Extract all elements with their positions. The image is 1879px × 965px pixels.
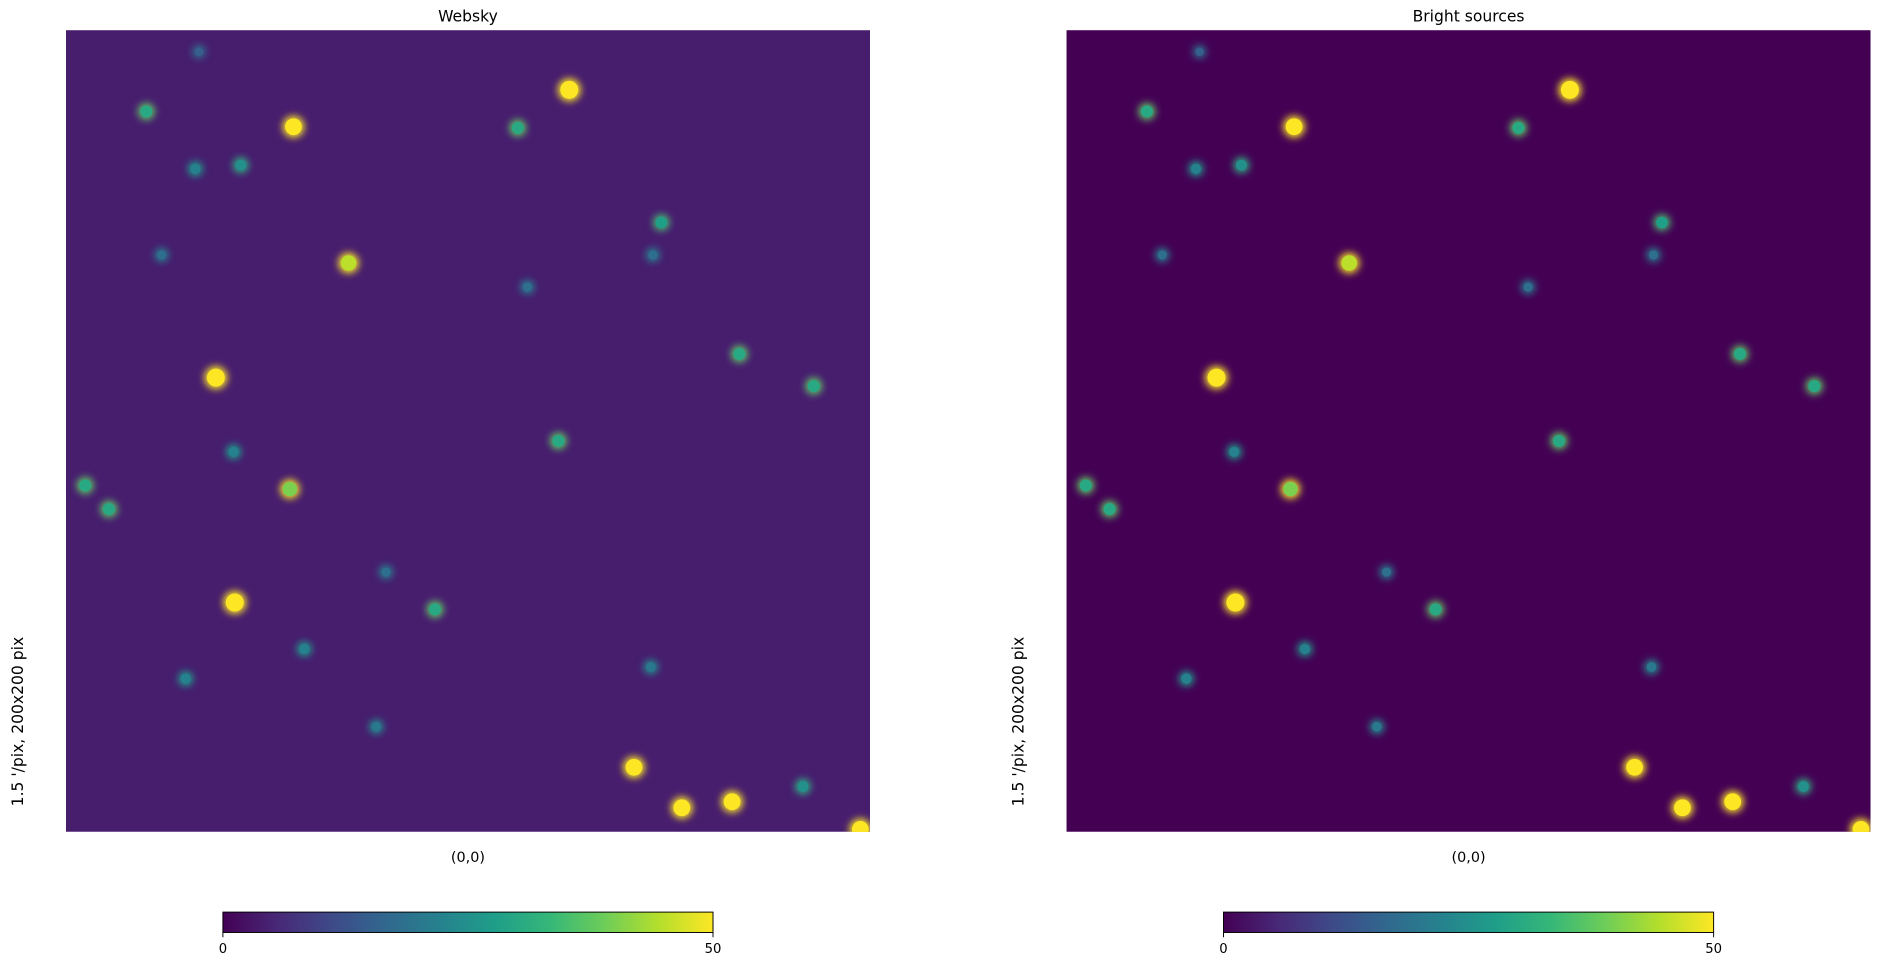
source-core [1226,593,1245,612]
source-core [1195,47,1204,56]
source-core [1103,503,1116,516]
source-core [285,118,302,136]
source-core [723,793,741,811]
source-core [1560,80,1579,99]
source-core [282,481,298,497]
source-core [1648,250,1659,260]
source-core [228,446,239,457]
source-core [522,282,533,292]
source-core [299,643,310,655]
source-core [797,781,809,792]
source-core [1808,380,1821,393]
source-core [428,603,441,616]
x-label: (0,0) [451,850,485,866]
source-core [1626,758,1644,776]
source-core [1372,722,1382,732]
source-core [1341,255,1357,271]
source-core [511,121,524,134]
colorbar [222,911,714,933]
source-core [102,503,115,516]
source-core [340,255,357,271]
source-core [1236,159,1247,171]
source-core [1079,479,1092,492]
source-core [1157,250,1167,260]
source-core [140,105,153,118]
source-core [371,722,382,732]
source-core [1429,603,1442,616]
source-core [655,216,668,229]
colorbar-tick-label: 50 [1705,942,1722,957]
source-core [625,758,643,776]
source-core [552,435,565,447]
source-core [1523,282,1533,292]
source-core [1229,446,1240,457]
source-core [225,593,244,612]
map-background [1066,30,1871,832]
source-core [648,250,658,260]
colorbar-tick-label: 50 [705,942,722,957]
source-core [1381,567,1392,577]
source-core [1140,105,1153,118]
colorbar [1223,911,1715,933]
source-core [1190,163,1202,174]
source-core [646,662,656,672]
source-core [194,47,204,56]
map-background [65,30,870,832]
source-core [807,380,820,393]
source-core [1285,118,1303,136]
source-core [190,163,201,174]
source-core [180,673,191,684]
map [65,30,870,832]
panel-title: Bright sources [1413,8,1525,26]
colorbar-tick-label: 0 [1219,942,1227,957]
source-core [79,479,92,492]
source-core [1724,793,1742,811]
source-core [381,567,391,577]
panel-title: Websky [438,8,498,26]
colorbar-tick-label: 0 [219,942,227,957]
source-core [1283,481,1298,497]
y-label: 1.5 '/pix, 200x200 pix [1009,637,1027,807]
source-core [1656,216,1668,229]
source-core [1553,435,1566,447]
source-core [560,80,579,99]
source-core [1512,121,1525,134]
source-core [157,250,167,260]
source-core [733,348,746,361]
source-core [1798,781,1809,792]
map [1066,30,1871,832]
x-label: (0,0) [1452,850,1486,866]
y-label: 1.5 '/pix, 200x200 pix [9,637,27,807]
source-core [1181,673,1192,684]
source-core [851,821,869,832]
source-core [235,159,247,171]
source-core [1207,368,1226,387]
source-core [1852,821,1870,832]
source-core [1299,643,1310,655]
source-core [206,368,225,387]
source-core [1674,799,1691,817]
source-core [1646,662,1657,672]
source-core [1733,348,1746,361]
source-core [673,799,691,817]
